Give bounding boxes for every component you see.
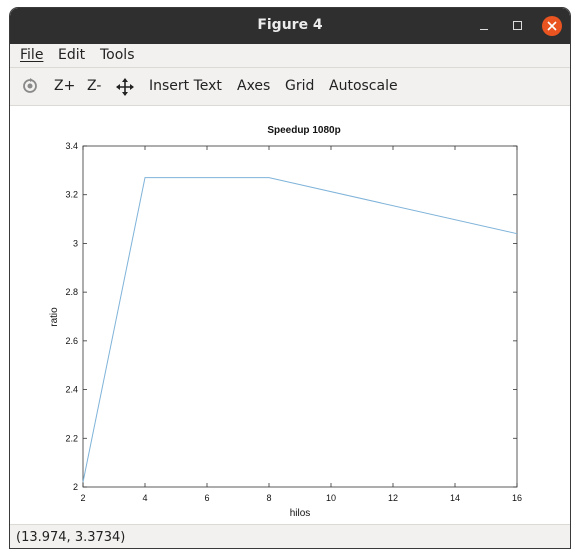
axes-button[interactable]: Axes: [237, 78, 271, 94]
minimize-icon[interactable]: [474, 16, 494, 36]
figure-window: Figure 4 File Edit Tools Z+ Z- Insert Te…: [10, 8, 570, 548]
y-tick-label: 2: [73, 482, 78, 492]
menu-edit[interactable]: Edit: [58, 47, 86, 63]
menu-tools[interactable]: Tools: [100, 47, 135, 63]
chart-title: Speedup 1080p: [267, 125, 340, 136]
menu-bar: File Edit Tools: [10, 44, 570, 68]
y-tick-label: 2.2: [65, 433, 78, 443]
zoom-out-button[interactable]: Z-: [87, 78, 102, 94]
y-axis-label: ratio: [49, 307, 60, 327]
close-icon[interactable]: [542, 16, 562, 36]
x-tick-label: 16: [512, 493, 522, 503]
y-tick-label: 2.4: [65, 385, 78, 395]
maximize-icon[interactable]: [508, 16, 528, 36]
x-tick-label: 10: [326, 493, 336, 503]
pan-icon[interactable]: [116, 78, 134, 96]
status-bar: (13.974, 3.3734): [10, 524, 570, 548]
y-tick-label: 3.4: [65, 141, 78, 151]
x-tick-label: 8: [266, 493, 271, 503]
x-tick-label: 4: [142, 493, 147, 503]
plot-canvas[interactable]: Speedup 1080p 2 4 6 8 10 12 14 16 2 2.2 2.4 2.6 2.8…: [10, 106, 570, 524]
chart-svg: Speedup 1080p 2 4 6 8 10 12 14 16 2 2.2 2.4 2.6 2.8…: [49, 125, 522, 519]
x-tick-label: 6: [204, 493, 209, 503]
autoscale-button[interactable]: Autoscale: [329, 78, 398, 94]
y-tick-label: 3: [73, 238, 78, 248]
menu-file[interactable]: File: [20, 47, 44, 63]
insert-text-button[interactable]: Insert Text: [149, 78, 222, 94]
y-tick-label: 2.8: [65, 287, 78, 297]
plot-area: [82, 145, 518, 488]
rotate-icon[interactable]: [21, 77, 39, 95]
x-tick-label: 12: [388, 493, 398, 503]
zoom-in-button[interactable]: Z+: [54, 78, 76, 94]
y-tick-label: 3.2: [65, 190, 78, 200]
x-ticks: 2 4 6 8 10 12 14 16: [80, 146, 522, 503]
series-line: [82, 177, 518, 483]
y-tick-label: 2.6: [65, 336, 78, 346]
x-tick-label: 14: [450, 493, 460, 503]
y-ticks: 2 2.2 2.4 2.6 2.8 3 3.2 3.4: [65, 141, 517, 492]
x-axis-label: hilos: [290, 508, 311, 519]
grid-button[interactable]: Grid: [285, 78, 315, 94]
toolbar: Z+ Z- Insert Text Axes Grid Autoscale: [10, 68, 570, 106]
x-tick-label: 2: [80, 493, 85, 503]
title-bar[interactable]: Figure 4: [10, 8, 570, 44]
window-title: Figure 4: [257, 17, 323, 33]
cursor-coordinates: (13.974, 3.3734): [16, 530, 126, 545]
